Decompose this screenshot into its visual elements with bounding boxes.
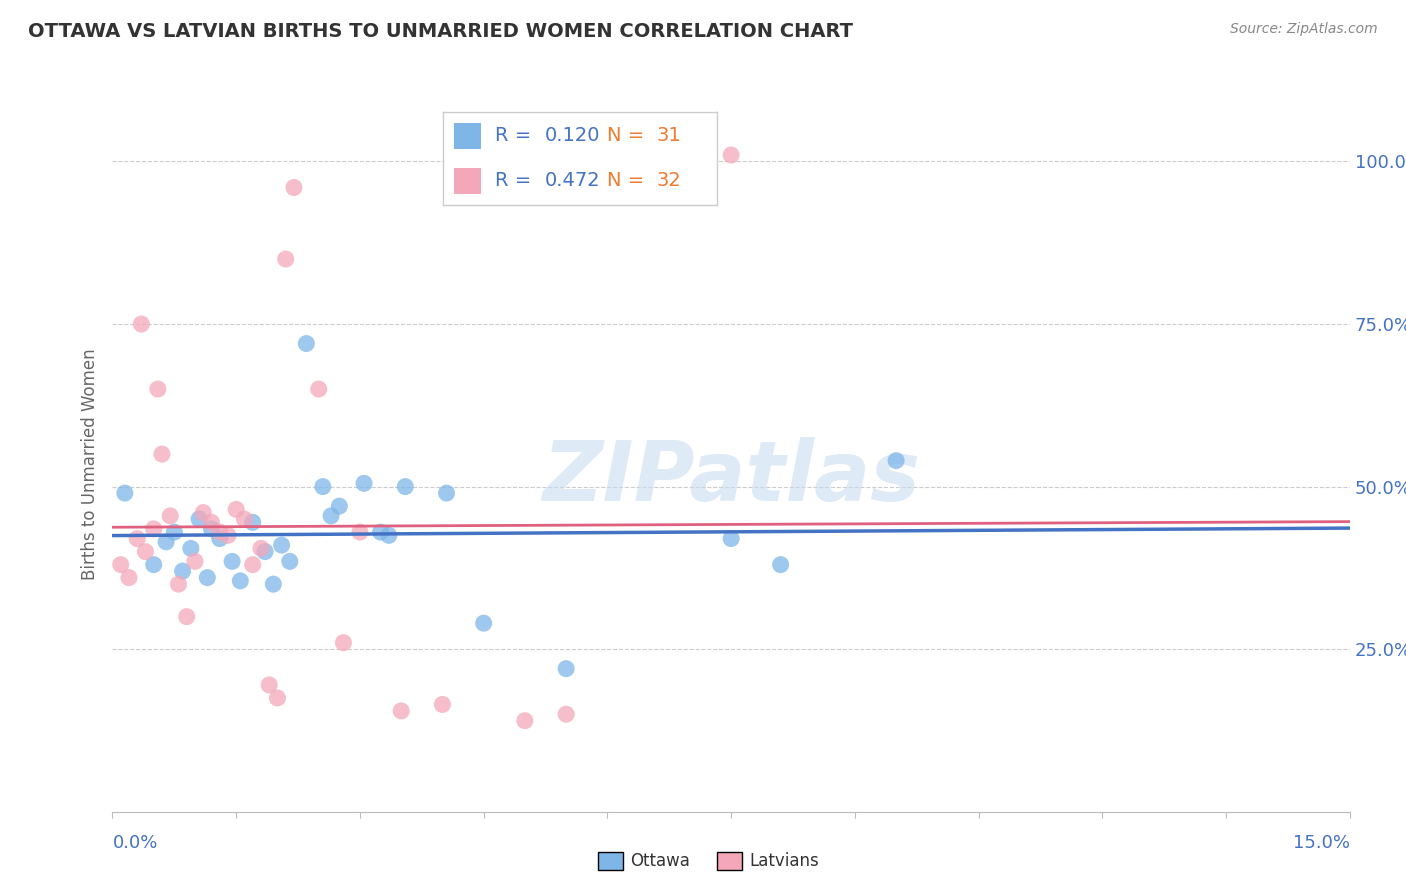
Point [312,480,335,494]
Point [131,317,153,331]
Point [257,678,280,692]
Point [270,538,292,552]
Point [308,382,330,396]
Text: ZIPatlas: ZIPatlas [543,437,920,518]
Point [250,541,273,556]
Point [163,525,186,540]
Text: Ottawa: Ottawa [630,852,690,870]
Point [254,544,277,558]
Point [110,558,132,572]
Point [184,554,207,568]
Point [389,704,412,718]
Point [274,252,297,266]
Text: 0.472: 0.472 [544,171,600,190]
Point [155,534,177,549]
Point [127,532,149,546]
Point [150,447,173,461]
Point [394,480,416,494]
Point [513,714,536,728]
Point [555,662,578,676]
Point [142,558,165,572]
Text: 31: 31 [657,127,682,145]
Text: 15.0%: 15.0% [1292,834,1350,852]
Point [328,499,350,513]
Point [266,690,288,705]
Point [208,525,231,540]
Point [432,698,454,712]
Point [769,558,792,572]
Point [472,616,495,631]
Point [242,558,264,572]
Text: Source: ZipAtlas.com: Source: ZipAtlas.com [1230,22,1378,37]
Point [146,382,169,396]
Point [217,528,239,542]
Point [200,522,222,536]
Point [200,516,222,530]
Text: 0.120: 0.120 [544,127,600,145]
Point [188,512,211,526]
Point [884,453,907,467]
Point [278,554,301,568]
Point [262,577,284,591]
FancyBboxPatch shape [454,123,481,149]
Point [720,532,742,546]
Point [195,571,218,585]
Text: N =: N = [607,171,651,190]
Text: R =: R = [495,127,537,145]
Point [159,508,181,523]
Point [225,502,247,516]
Point [142,522,165,536]
Point [436,486,458,500]
Text: 32: 32 [657,171,682,190]
Point [114,486,136,500]
Point [349,525,371,540]
Point [233,512,256,526]
Point [118,571,141,585]
Text: Latvians: Latvians [749,852,820,870]
Point [180,541,202,556]
Text: N =: N = [607,127,651,145]
Point [167,577,190,591]
Point [332,635,354,649]
Point [555,707,578,722]
Y-axis label: Births to Unmarried Women: Births to Unmarried Women [80,348,98,580]
FancyBboxPatch shape [454,168,481,194]
Point [208,532,231,546]
Point [295,336,318,351]
Point [353,476,375,491]
Point [193,506,215,520]
Text: R =: R = [495,171,537,190]
Point [319,508,342,523]
Point [172,564,194,578]
Point [229,574,252,588]
Point [134,544,156,558]
Point [720,148,742,162]
Point [242,516,264,530]
Point [283,180,305,194]
Point [176,609,198,624]
Point [221,554,243,568]
Text: 0.0%: 0.0% [112,834,157,852]
Point [378,528,401,542]
Point [370,525,392,540]
Text: OTTAWA VS LATVIAN BIRTHS TO UNMARRIED WOMEN CORRELATION CHART: OTTAWA VS LATVIAN BIRTHS TO UNMARRIED WO… [28,22,853,41]
